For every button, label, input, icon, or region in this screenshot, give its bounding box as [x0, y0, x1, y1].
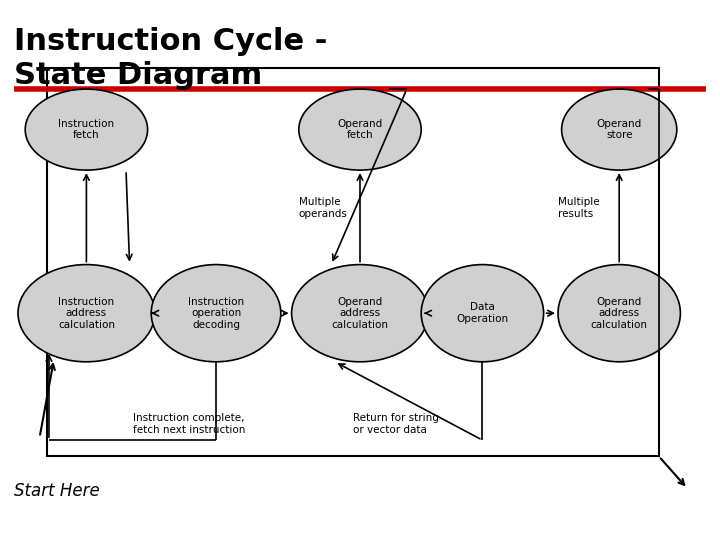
Text: Data
Operation: Data Operation	[456, 302, 508, 324]
Ellipse shape	[562, 89, 677, 170]
Ellipse shape	[151, 265, 281, 362]
Ellipse shape	[558, 265, 680, 362]
Ellipse shape	[25, 89, 148, 170]
Text: Instruction
operation
decoding: Instruction operation decoding	[188, 296, 244, 330]
Text: Instruction complete,
fetch next instruction: Instruction complete, fetch next instruc…	[133, 413, 246, 435]
Text: Return for string
or vector data: Return for string or vector data	[353, 413, 438, 435]
Ellipse shape	[292, 265, 428, 362]
Text: Multiple
operands: Multiple operands	[299, 197, 348, 219]
Text: Operand
store: Operand store	[597, 119, 642, 140]
Ellipse shape	[421, 265, 544, 362]
Text: Operand
address
calculation: Operand address calculation	[331, 296, 389, 330]
Text: Instruction
fetch: Instruction fetch	[58, 119, 114, 140]
Text: Instruction
address
calculation: Instruction address calculation	[58, 296, 115, 330]
Text: Instruction Cycle -
State Diagram: Instruction Cycle - State Diagram	[14, 27, 328, 90]
Ellipse shape	[18, 265, 155, 362]
Text: Multiple
results: Multiple results	[558, 197, 600, 219]
Text: Operand
fetch: Operand fetch	[338, 119, 382, 140]
Text: Operand
address
calculation: Operand address calculation	[590, 296, 648, 330]
Ellipse shape	[299, 89, 421, 170]
Text: Start Here: Start Here	[14, 482, 100, 501]
